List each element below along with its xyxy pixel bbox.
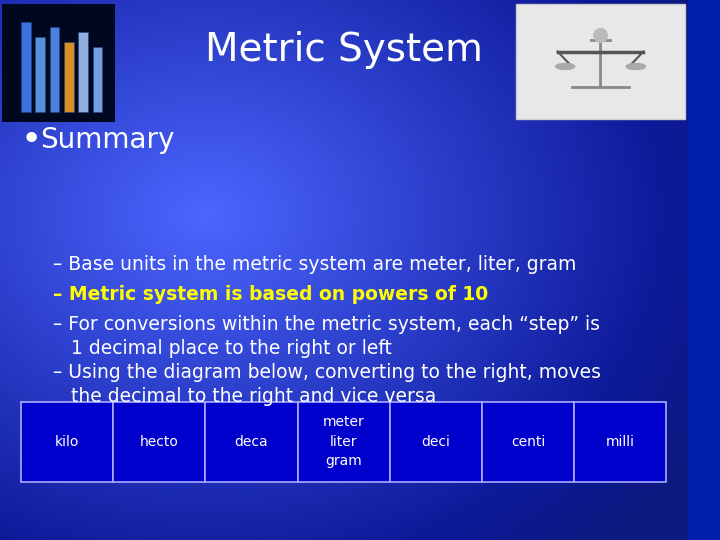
Text: •: • bbox=[21, 123, 42, 157]
Text: Metric System: Metric System bbox=[204, 31, 482, 69]
Bar bbox=[21, 402, 113, 482]
Ellipse shape bbox=[556, 64, 575, 70]
Text: Summary: Summary bbox=[40, 126, 174, 154]
Circle shape bbox=[594, 29, 607, 43]
Bar bbox=[64, 42, 73, 112]
Text: meter
liter
gram: meter liter gram bbox=[323, 415, 364, 469]
Bar bbox=[113, 402, 205, 482]
Ellipse shape bbox=[626, 64, 645, 70]
Text: – Base units in the metric system are meter, liter, gram: – Base units in the metric system are me… bbox=[53, 255, 576, 274]
Bar bbox=[35, 37, 45, 112]
Bar bbox=[297, 402, 390, 482]
Bar bbox=[390, 402, 482, 482]
Bar bbox=[205, 402, 297, 482]
Text: – Metric system is based on powers of 10: – Metric system is based on powers of 10 bbox=[53, 285, 487, 304]
Text: deca: deca bbox=[235, 435, 269, 449]
Bar bbox=[78, 32, 88, 112]
Text: centi: centi bbox=[511, 435, 545, 449]
Text: milli: milli bbox=[606, 435, 635, 449]
Text: deci: deci bbox=[421, 435, 450, 449]
Text: hecto: hecto bbox=[140, 435, 179, 449]
Bar bbox=[93, 47, 102, 112]
Bar bbox=[50, 27, 59, 112]
Text: – Using the diagram below, converting to the right, moves
   the decimal to the : – Using the diagram below, converting to… bbox=[53, 363, 600, 406]
Text: kilo: kilo bbox=[55, 435, 79, 449]
Bar bbox=[21, 22, 30, 112]
Bar bbox=[516, 4, 685, 119]
Text: – For conversions within the metric system, each “step” is
   1 decimal place to: – For conversions within the metric syst… bbox=[53, 315, 600, 358]
Bar bbox=[482, 402, 574, 482]
Bar bbox=[574, 402, 667, 482]
Bar bbox=[2, 4, 114, 122]
